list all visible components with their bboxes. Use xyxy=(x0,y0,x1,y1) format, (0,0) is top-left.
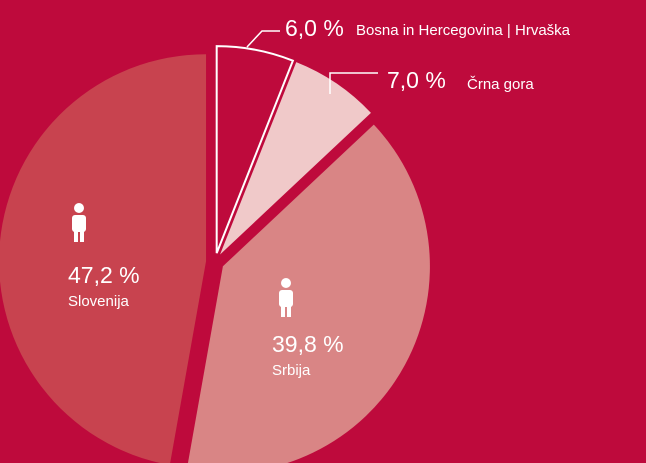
category-label: Srbija xyxy=(272,362,311,379)
pie-slice xyxy=(187,124,430,463)
leader-line xyxy=(329,72,378,94)
pie xyxy=(0,45,430,463)
person-icon xyxy=(279,278,293,317)
pie-slice xyxy=(215,45,295,254)
value-label: 6,0 % xyxy=(285,15,344,41)
value-label: 47,2 % xyxy=(68,262,140,288)
person-icon xyxy=(72,203,86,242)
pie-slice xyxy=(0,54,207,463)
category-label: Slovenija xyxy=(68,293,130,310)
pie-slice xyxy=(220,62,371,255)
leader-line xyxy=(246,30,280,48)
value-label: 39,8 % xyxy=(272,331,344,357)
leader-lines xyxy=(246,30,378,94)
category-label: Bosna in Hercegovina | Hrvaška xyxy=(356,22,571,39)
category-label: Črna gora xyxy=(467,76,534,93)
value-label: 7,0 % xyxy=(387,67,446,93)
